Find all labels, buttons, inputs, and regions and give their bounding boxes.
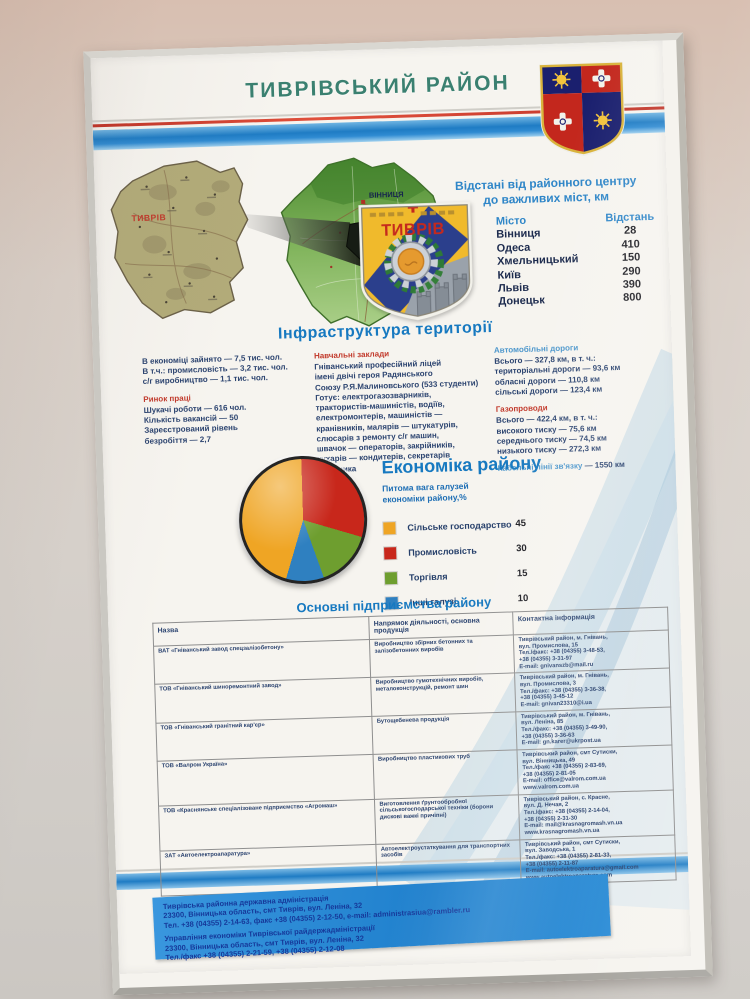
sun-icon (552, 70, 571, 89)
district-map: ТИВРІВ (110, 160, 249, 320)
enterprises-table: Назва Напрямок діяльності, основна проду… (152, 607, 677, 897)
cross-icon (553, 112, 572, 131)
gear-icon (384, 234, 438, 289)
oblast-coat-of-arms (538, 61, 625, 156)
cross-icon (592, 69, 611, 88)
employment-column: В економіці зайнято — 7,5 тис. чол. В т.ч… (142, 352, 313, 447)
pie-chart (237, 454, 370, 586)
district-map-label: ТИВРІВ (131, 212, 166, 223)
legend-swatch (384, 546, 397, 560)
education-school: Гніванський професійний ліцей імені двічі… (314, 358, 479, 393)
sun-icon (593, 111, 612, 130)
zoom-beam (241, 213, 366, 268)
employment-stats: В економіці зайнято — 7,5 тис. чол. В т.ч… (141, 352, 288, 387)
labor-stats: Шукачі роботи — 616 чол. Кількість ваканс… (143, 402, 247, 446)
poster-content: ТИВРІВСЬКИЙ РАЙОН (90, 40, 692, 974)
economy-subtitle: Питома вага галузей економіки району,% (382, 480, 469, 505)
distances-table: Місто Відстань Вінниця 28 Одеса 410 Хмельн… (496, 211, 663, 310)
legend-swatch (384, 571, 398, 585)
poster-frame: ТИВРІВСЬКИЙ РАЙОН (83, 32, 713, 996)
town-coat-of-arms: ТИВРІВ (358, 201, 473, 321)
legend-swatch (383, 521, 396, 535)
oblast-city-label: ВІННИЦЯ (369, 190, 404, 200)
roads-stats: Всього — 327,8 км, в т. ч.: територіальні… (494, 353, 621, 397)
town-arms-text: ТИВРІВ (381, 220, 445, 240)
ornament-row (369, 210, 455, 218)
